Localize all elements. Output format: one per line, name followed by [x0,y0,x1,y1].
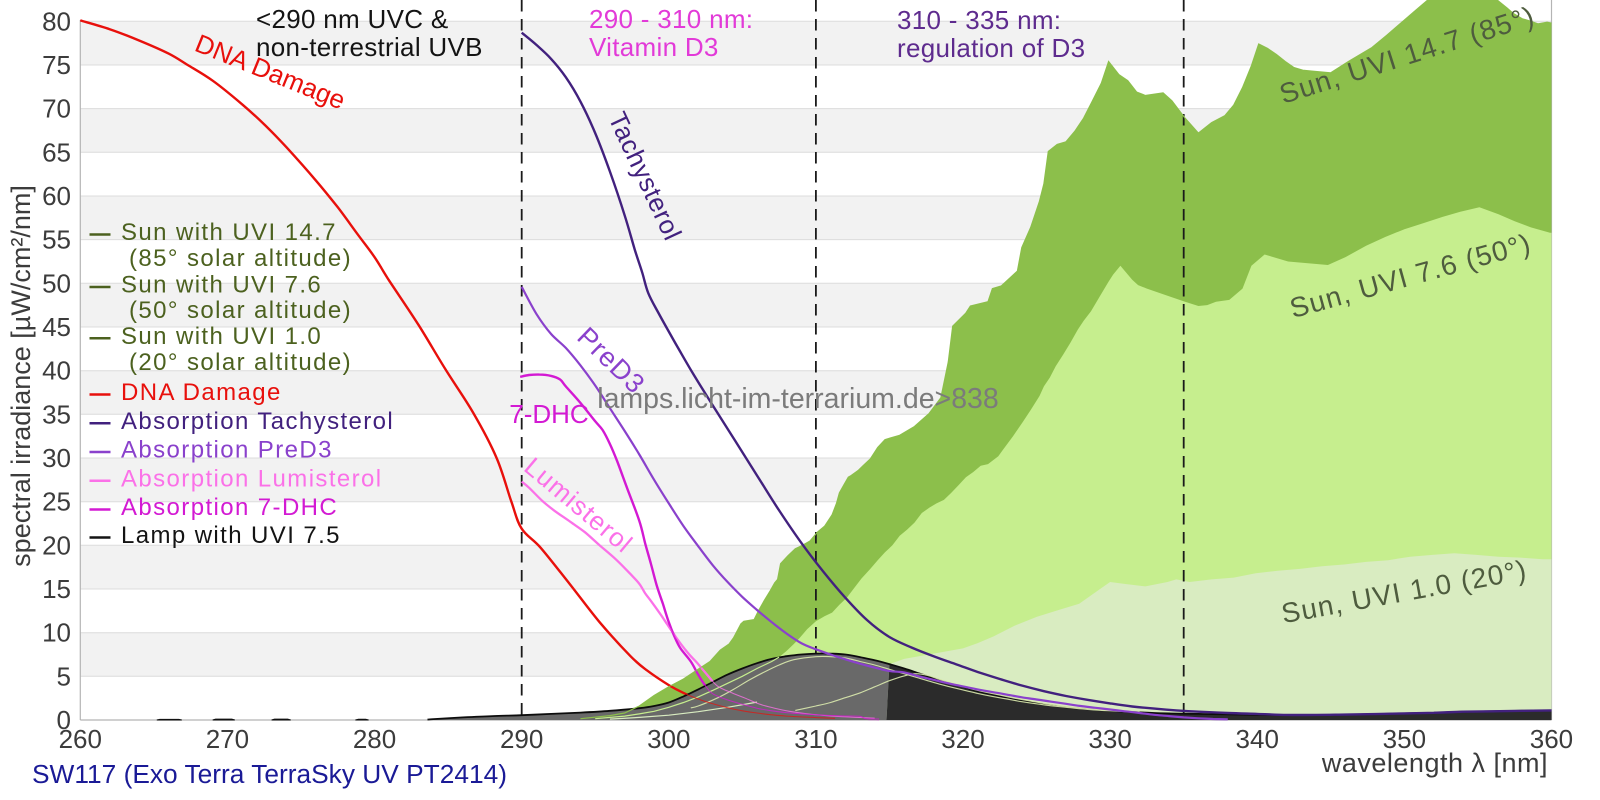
svg-text:lamps.licht-im-terrarium.de>83: lamps.licht-im-terrarium.de>838 [597,383,999,415]
svg-text:SW117 (Exo Terra TerraSky UV P: SW117 (Exo Terra TerraSky UV PT2414) [32,759,507,789]
svg-text:80: 80 [42,6,71,36]
svg-text:(20° solar altitude): (20° solar altitude) [129,349,352,376]
svg-text:regulation of D3: regulation of D3 [897,33,1085,63]
svg-text:Absorption Lumisterol: Absorption Lumisterol [121,465,383,492]
svg-text:320: 320 [941,724,984,754]
svg-text:290 - 310 nm:: 290 - 310 nm: [589,4,753,34]
svg-text:310: 310 [794,724,837,754]
svg-text:50: 50 [42,268,71,298]
svg-text:non-terrestrial UVB: non-terrestrial UVB [256,32,483,62]
svg-text:Vitamin D3: Vitamin D3 [589,32,719,62]
svg-text:10: 10 [42,618,71,648]
svg-text:270: 270 [206,724,249,754]
svg-text:5: 5 [57,661,71,691]
svg-text:<290 nm UVC &: <290 nm UVC & [256,4,449,34]
svg-text:360: 360 [1530,724,1573,754]
svg-text:7-DHC: 7-DHC [509,399,588,429]
svg-text:70: 70 [42,94,71,124]
svg-text:wavelength λ [nm]: wavelength λ [nm] [1321,748,1548,778]
svg-text:65: 65 [42,137,71,167]
svg-text:330: 330 [1088,724,1131,754]
svg-text:340: 340 [1236,724,1279,754]
svg-text:Absorption Tachysterol: Absorption Tachysterol [121,408,394,435]
svg-text:(50° solar altitude): (50° solar altitude) [129,297,352,324]
svg-text:0: 0 [57,705,71,735]
svg-text:55: 55 [42,225,71,255]
svg-text:25: 25 [42,487,71,517]
svg-text:spectral irradiance [µW/cm²/nm: spectral irradiance [µW/cm²/nm] [6,185,36,567]
svg-text:35: 35 [42,399,71,429]
svg-text:Absorption PreD3: Absorption PreD3 [121,437,333,464]
svg-text:Lamp with UVI 7.5: Lamp with UVI 7.5 [121,522,341,549]
svg-text:Sun with UVI 7.6: Sun with UVI 7.6 [121,272,322,299]
svg-text:(85° solar altitude): (85° solar altitude) [129,245,352,272]
svg-text:350: 350 [1383,724,1426,754]
svg-text:Sun with UVI 1.0: Sun with UVI 1.0 [121,323,322,350]
svg-text:60: 60 [42,181,71,211]
svg-text:280: 280 [353,724,396,754]
svg-text:DNA Damage: DNA Damage [121,379,282,406]
svg-text:Sun with UVI 14.7: Sun with UVI 14.7 [121,219,337,246]
svg-text:40: 40 [42,356,71,386]
svg-text:75: 75 [42,50,71,80]
svg-text:15: 15 [42,574,71,604]
svg-text:290: 290 [500,724,543,754]
svg-text:300: 300 [647,724,690,754]
svg-text:45: 45 [42,312,71,342]
svg-text:260: 260 [59,724,102,754]
svg-text:20: 20 [42,530,71,560]
svg-text:Absorption 7-DHC: Absorption 7-DHC [121,494,338,521]
svg-text:310 - 335 nm:: 310 - 335 nm: [897,5,1061,35]
svg-text:30: 30 [42,443,71,473]
